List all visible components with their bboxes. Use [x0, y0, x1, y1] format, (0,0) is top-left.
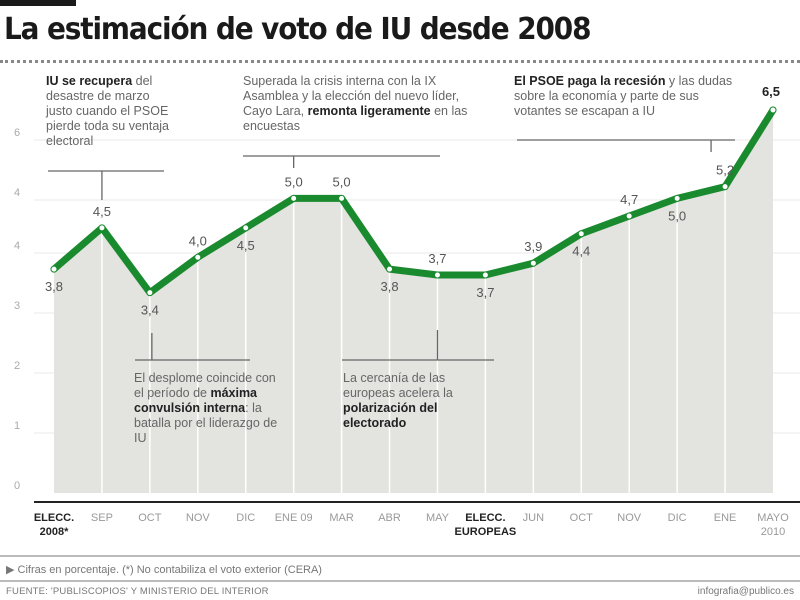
annotation-europeas: La cercanía de las europeas acelera la p…	[343, 371, 483, 431]
data-label: 3,7	[428, 251, 446, 266]
annotation-text: Superada la crisis interna con la IX Asa…	[243, 74, 460, 118]
data-point	[721, 183, 729, 191]
data-point	[290, 194, 298, 202]
x-tick-label: EUROPEAS	[455, 526, 517, 538]
annotation-bold: remonta ligeramente	[307, 104, 431, 118]
annotation-desplome: El desplome coincide con el período de m…	[134, 371, 284, 446]
data-point	[194, 253, 202, 261]
title-divider	[0, 60, 800, 63]
data-label: 5,2	[716, 163, 734, 178]
x-tick-label: SEP	[91, 512, 113, 524]
data-point	[98, 224, 106, 232]
data-label: 5,0	[333, 174, 351, 189]
data-label: 4,0	[189, 233, 207, 248]
x-tick-label: ENE 09	[275, 512, 313, 524]
data-label: 3,8	[380, 279, 398, 294]
series-line	[50, 106, 777, 297]
data-label: 4,5	[237, 238, 255, 253]
y-tick-label: 6	[14, 127, 20, 139]
data-point	[50, 265, 58, 273]
x-tick-label: MAYO	[757, 512, 789, 524]
data-point	[673, 194, 681, 202]
x-tick-label: ELECC.	[465, 512, 505, 524]
y-tick-label: 2	[14, 360, 20, 372]
annotation-recupera: IU se recupera del desastre de marzo jus…	[46, 74, 176, 149]
x-tick-label: MAY	[426, 512, 450, 524]
data-point	[481, 271, 489, 279]
x-tick-label: OCT	[570, 512, 594, 524]
author-credit: infografia@publico.es	[697, 586, 794, 597]
source-credit: FUENTE: 'PUBLISCOPIOS' Y MINISTERIO DEL …	[6, 586, 269, 597]
annotation-bold: máxima convulsión interna	[134, 386, 258, 415]
annotation-bold: IU se recupera	[46, 74, 133, 88]
y-tick-label: 3	[14, 300, 20, 312]
x-tick-label: ENE	[714, 512, 737, 524]
x-tick-label: NOV	[617, 512, 642, 524]
data-label: 3,8	[45, 279, 63, 294]
x-tick-label: 2008*	[40, 526, 69, 538]
annotation-text: en las encuestas	[243, 104, 468, 133]
data-label: 3,7	[476, 285, 494, 300]
y-tick-label: 4	[14, 187, 20, 199]
data-label: 4,5	[93, 204, 111, 219]
data-label: 3,9	[524, 239, 542, 254]
annotation-bold: polarización del electorado	[343, 401, 438, 430]
data-label: 5,0	[668, 208, 686, 223]
data-label: 5,0	[285, 174, 303, 189]
annotation-text: y las dudas sobre la economía y parte de…	[514, 74, 733, 118]
x-tick-label: ELECC.	[34, 512, 74, 524]
x-tick-label: 2010	[761, 526, 785, 538]
footer-divider	[0, 555, 800, 557]
footnote: ▶ Cifras en porcentaje. (*) No contabili…	[6, 564, 322, 576]
annotation-text: La cercanía de las europeas acelera la	[343, 371, 453, 400]
data-point	[242, 224, 250, 232]
annotation-text: : la batalla por el liderazgo de IU	[134, 401, 278, 445]
axis-layer: ELECC. 2008* SEP OCT NOV DIC ENE 09 MAR ABR MAY EL…	[34, 501, 800, 538]
title-accent-bar	[0, 0, 76, 6]
data-point	[625, 212, 633, 220]
annotation-bold: El PSOE paga la recesión	[514, 74, 666, 88]
footnote-text: Cifras en porcentaje. (*) No contabiliza…	[17, 564, 322, 576]
data-point	[338, 194, 346, 202]
footer-divider	[0, 580, 800, 582]
x-tick-label: MAR	[329, 512, 354, 524]
annotation-text: del desastre de marzo justo cuando el PS…	[46, 74, 170, 148]
annotation-text: El desplome coincide con el período de	[134, 371, 276, 400]
area-layer	[54, 110, 773, 493]
data-label: 4,7	[620, 192, 638, 207]
y-tick-label: 4	[14, 240, 20, 252]
data-point	[769, 106, 777, 114]
y-tick-label: 1	[14, 420, 20, 432]
data-label: 3,4	[141, 303, 159, 318]
x-tick-label: DIC	[236, 512, 255, 524]
annotation-remonta: Superada la crisis interna con la IX Asa…	[243, 74, 483, 134]
line-layer	[50, 106, 777, 297]
data-point	[433, 271, 441, 279]
x-tick-label: OCT	[138, 512, 162, 524]
x-tick-label: NOV	[186, 512, 211, 524]
annotation-recesion: El PSOE paga la recesión y las dudas sob…	[514, 74, 739, 119]
data-point	[146, 289, 154, 297]
x-tick-label: DIC	[668, 512, 687, 524]
data-label: 6,5	[762, 84, 780, 99]
data-label: 4,4	[572, 244, 590, 259]
data-point	[386, 265, 394, 273]
page-title: La estimación de voto de IU desde 2008	[4, 12, 591, 47]
x-tick-label: ABR	[378, 512, 401, 524]
area-fill	[54, 110, 773, 493]
y-tick-label: 0	[14, 480, 20, 492]
data-point	[577, 230, 585, 238]
label-layer: 3,8 4,5 3,4 4,0 4,5 5,0 5,0 3,8 3,7 3,7 3,9 4,4 4,7 5…	[45, 84, 780, 318]
callout-layer	[48, 139, 735, 361]
x-tick-label: JUN	[523, 512, 544, 524]
data-point	[529, 259, 537, 267]
